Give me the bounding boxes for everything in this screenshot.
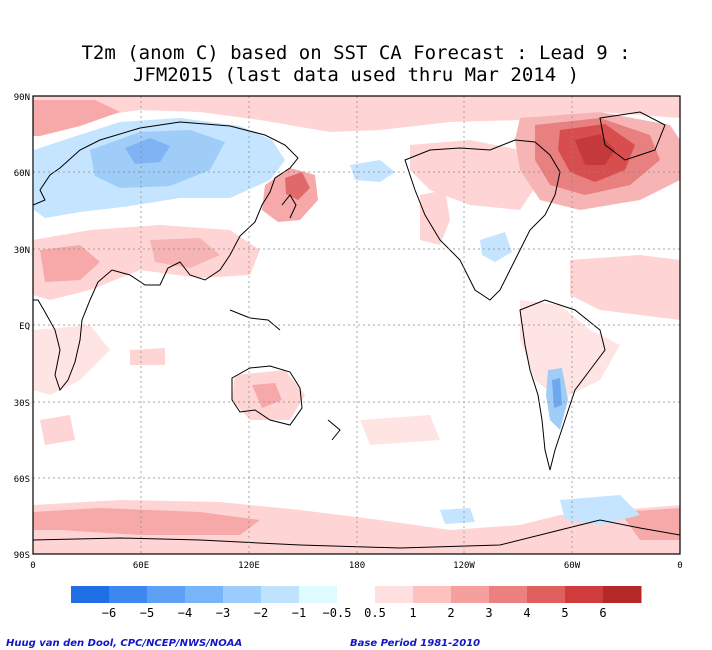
lat-label: 60S [14,475,30,485]
colorbar-swatch [489,586,528,603]
colorbar-swatch [185,586,224,603]
lon-label: 180 [349,561,365,571]
colorbar-swatch [109,586,148,603]
colorbar-tick-label: 2 [447,606,454,620]
chart-title-line1: T2m (anom C) based on SST CA Forecast : … [81,42,631,64]
lon-label: 120W [453,561,475,571]
lat-label: 30S [14,399,30,409]
graticule [33,96,680,554]
colorbar-tick-label: 6 [599,606,606,620]
anomaly-fields [33,96,680,554]
colorbar-tick-label: −2 [254,606,268,620]
colorbar-tick-label: −3 [216,606,230,620]
coastlines [33,111,680,549]
colorbar-swatch [147,586,186,603]
lon-label: 0 [677,561,682,571]
lat-label: 90N [14,93,30,103]
colorbar-tick-label: −6 [102,606,116,620]
colorbar-swatch [527,586,566,603]
colorbar-swatch [71,586,110,603]
lon-label: 0 [30,561,35,571]
colorbar-swatch [337,586,376,603]
credit-left: Huug van den Dool, CPC/NCEP/NWS/NOAA [6,638,243,649]
colorbar [71,586,642,603]
colorbar-tick-label: 3 [485,606,492,620]
colorbar-tick-label: −5 [140,606,154,620]
colorbar-swatch [299,586,338,603]
colorbar-tick-label: 5 [561,606,568,620]
lat-label: 30N [14,246,30,256]
colorbar-tick-label: −1 [292,606,306,620]
chart-title-line2: JFM2015 (last data used thru Mar 2014 ) [132,64,580,86]
colorbar-swatch [451,586,490,603]
colorbar-swatch [261,586,300,603]
colorbar-tick-label: −0.5 [323,606,352,620]
lon-label: 120E [238,561,260,571]
colorbar-labels: −6 −5 −4 −3 −2 −1 −0.5 0.5 1 2 3 4 5 6 [102,606,607,620]
colorbar-swatch [565,586,604,603]
colorbar-tick-label: 1 [409,606,416,620]
colorbar-swatch [223,586,262,603]
lat-label: EQ [19,322,30,332]
colorbar-swatch [413,586,452,603]
lat-label: 60N [14,169,30,179]
credit-right: Base Period 1981-2010 [350,638,481,649]
colorbar-swatch [375,586,414,603]
lon-label: 60E [133,561,149,571]
colorbar-swatch [603,586,642,603]
colorbar-tick-label: 4 [523,606,530,620]
lat-label: 90S [14,551,30,561]
colorbar-tick-label: 0.5 [364,606,386,620]
map-frame [32,95,681,555]
lon-label: 60W [564,561,581,571]
colorbar-tick-label: −4 [178,606,192,620]
